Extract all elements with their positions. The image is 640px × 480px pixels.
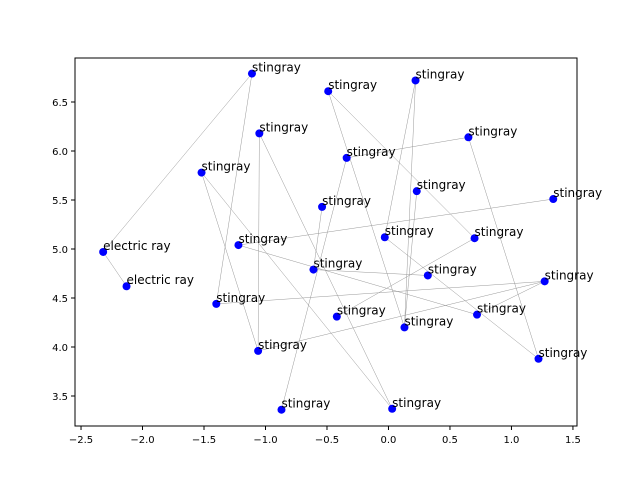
edge [328,91,475,239]
edge [258,281,545,352]
point [380,233,389,242]
x-tick-label: −1.5 [192,435,216,446]
point [342,153,351,162]
point-label: stingray [216,291,265,305]
point-label: stingray [202,160,251,174]
point-label: stingray [252,61,301,75]
y-tick-label: 6.0 [52,147,68,158]
y-tick-label: 5.5 [52,196,68,207]
edge [238,198,554,246]
point [423,271,432,280]
y-tick-label: 5.0 [52,245,68,256]
x-tick-label: 1.5 [565,435,581,446]
y-tick-label: 4.0 [52,343,68,354]
edge [238,244,478,315]
x-tick-label: −2.5 [69,435,93,446]
y-tick-label: 3.5 [52,392,68,403]
edge [259,133,393,409]
edge [336,238,475,317]
point-label: stingray [392,396,441,410]
point [540,277,549,286]
point [318,202,327,211]
plot-frame [74,57,578,427]
point-label: stingray [553,186,602,200]
point-label: stingray [385,224,434,238]
point [534,354,543,363]
point-label: stingray [475,225,524,239]
point-label: stingray [258,338,307,352]
edge [201,172,393,409]
x-tick-label: −0.5 [315,435,339,446]
point-label: stingray [468,124,517,138]
point-label: stingray [428,262,477,276]
edge [102,251,127,287]
point [324,87,333,96]
edge [327,91,405,328]
point [277,405,286,414]
y-tick-label: 6.5 [52,98,68,109]
x-tick-label: −1.0 [253,435,277,446]
point-label: stingray [545,268,594,282]
point [464,133,473,142]
edge [476,281,545,315]
point [254,346,263,355]
point-label: stingray [259,120,308,134]
point [549,195,558,204]
point-label: stingray [347,145,396,159]
edge [216,73,253,304]
point-label: stingray [328,78,377,92]
point-label: stingray [322,194,371,208]
point [400,323,409,332]
edge [384,237,539,359]
point [212,299,221,308]
point-label: stingray [313,257,362,271]
point [412,187,421,196]
edge [201,172,259,352]
point-label: stingray [417,178,466,192]
point-label: stingray [238,232,287,246]
point [247,69,256,78]
point-label: stingray [477,302,526,316]
edge [468,137,539,359]
edge [313,269,428,276]
x-tick-label: −2.0 [130,435,154,446]
edge [404,80,416,328]
point [332,312,341,321]
point [197,168,206,177]
x-tick-label: 0.5 [442,435,458,446]
x-tick-label: 0.0 [381,435,397,446]
edge [281,157,347,410]
y-tick-label: 4.5 [52,294,68,305]
point-label: stingray [539,346,588,360]
edge [102,73,253,253]
point-label: electric ray [103,239,170,253]
point-label: electric ray [127,273,194,287]
point [255,129,264,138]
edge [404,191,418,328]
edge [216,281,545,305]
point-label: stingray [281,397,330,411]
point-label: stingray [404,314,453,328]
edge [313,206,323,270]
x-tick-label: 1.0 [503,435,519,446]
point [411,76,420,85]
point [473,310,482,319]
point [388,404,397,413]
edge [384,80,416,238]
point [99,247,108,256]
point-label: stingray [337,304,386,318]
point [122,282,131,291]
point-label: stingray [416,67,465,81]
point [470,234,479,243]
point [309,265,318,274]
point [234,241,243,250]
edge [346,137,469,159]
